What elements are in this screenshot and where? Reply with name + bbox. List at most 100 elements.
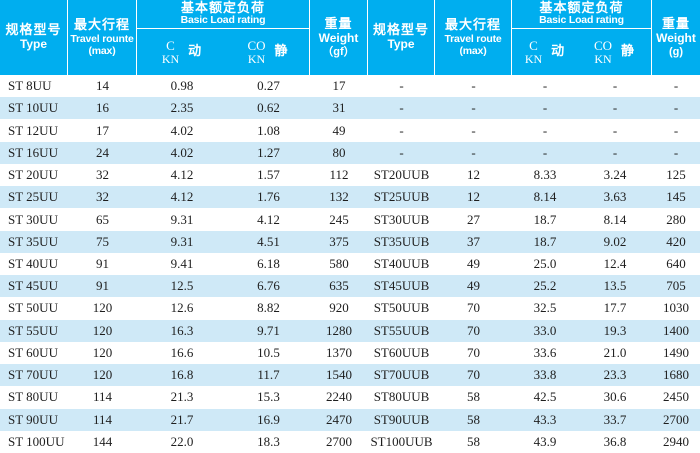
header-travel-zh: 最大行程 — [73, 16, 130, 32]
table-row: ST 35UU 75 9.31 4.51 375 — [0, 230, 368, 253]
cell-weight: 375 — [329, 233, 349, 249]
table-row: ST 45UU 91 12.5 6.76 635 — [0, 275, 368, 298]
cell-weight: 1280 — [326, 322, 352, 338]
cell-weight: 1540 — [326, 367, 352, 383]
header-travel-en: Travel rounte — [70, 32, 134, 45]
cell-load-co: 1.76 — [257, 189, 280, 205]
cell-load-co: 10.5 — [257, 344, 280, 360]
table-row: ST90UUB 58 43.3 33.7 2700 — [368, 408, 700, 431]
header-weight-right: 重量 Weight (g) — [652, 0, 700, 75]
header-load-group-left: 基本额定负荷 Basic Load rating C KN 动 CO — [137, 0, 310, 75]
cell-travel-max: - — [471, 122, 476, 138]
cell-weight: 420 — [666, 233, 686, 249]
cell-load-co: 3.24 — [603, 167, 627, 183]
cell-travel-max: 27 — [467, 211, 480, 227]
cell-type: ST35UUB — [373, 233, 430, 249]
cell-weight: 2700 — [663, 411, 689, 427]
cell-load-co: 21.0 — [603, 344, 627, 360]
header-type-en: Type — [19, 37, 48, 52]
header-travel-en: Travel route — [444, 32, 502, 45]
table-row: ST 25UU 32 4.12 1.76 132 — [0, 186, 368, 209]
cell-weight: 635 — [329, 278, 349, 294]
cell-load-c: 16.8 — [170, 367, 194, 383]
cell-weight: 125 — [666, 167, 686, 183]
table-row: ST30UUB 27 18.7 8.14 280 — [368, 208, 700, 231]
cell-type: ST 45UU — [8, 278, 58, 294]
cell-type: ST 10UU — [8, 100, 58, 116]
cell-load-co: 4.51 — [257, 233, 280, 249]
cell-travel-max: 70 — [467, 344, 480, 360]
cell-travel-max: 120 — [92, 367, 113, 383]
cell-type: ST20UUB — [373, 167, 430, 183]
cell-travel-max: 70 — [467, 322, 480, 338]
cell-type: ST 16UU — [8, 144, 58, 160]
header-weight-unit: （gf） — [322, 45, 355, 58]
header-travel-right: 最大行程 Travel route (max) — [435, 0, 512, 75]
cell-weight: 1680 — [663, 367, 689, 383]
cell-load-c: 9.31 — [170, 233, 194, 249]
co-mode-zh: 静 — [274, 42, 288, 58]
cell-load-co: 8.82 — [257, 300, 280, 316]
cell-weight: 2450 — [663, 389, 689, 405]
cell-load-co: 30.6 — [603, 389, 627, 405]
cell-load-co: 13.5 — [603, 278, 627, 294]
cell-travel-max: - — [471, 78, 476, 94]
table-row: ST60UUB 70 33.6 21.0 1490 — [368, 341, 700, 365]
header-load-title-right: 基本额定负荷 Basic Load rating — [512, 0, 651, 29]
header-load-group-right: 基本额定负荷 Basic Load rating C KN 动 CO — [512, 0, 652, 75]
cell-travel-max: 49 — [467, 278, 480, 294]
cell-load-c: 8.33 — [533, 167, 557, 183]
cell-travel-max: 144 — [92, 433, 113, 449]
table-body-right: - - - - - - - - - - - - - - - - - - - - ST20UUB 12 8.33 3.24 125… — [368, 75, 700, 453]
cell-load-c: 22.0 — [170, 433, 194, 449]
cell-type: ST 35UU — [8, 233, 58, 249]
header-weight-zh: 重量 — [661, 15, 690, 31]
cell-weight: - — [673, 100, 679, 116]
cell-type: ST 20UU — [8, 167, 58, 183]
cell-type: ST 80UU — [8, 389, 58, 405]
cell-load-c: 12.5 — [170, 278, 194, 294]
table-row: ----- — [368, 141, 700, 164]
cell-type: ST70UUB — [373, 367, 430, 383]
cell-load-c: 9.41 — [170, 255, 194, 271]
cell-type: ST 8UU — [8, 78, 52, 94]
cell-travel-max: 114 — [92, 389, 113, 405]
cell-load-c: 21.7 — [170, 411, 194, 427]
table-row: ST 70UU 120 16.8 11.7 1540 — [0, 364, 368, 387]
cell-type: ST50UUB — [373, 300, 430, 316]
cell-travel-max: 12 — [467, 189, 480, 205]
cell-load-c: 12.6 — [170, 300, 194, 316]
co-unit: KN — [247, 51, 266, 66]
header-load-en: Basic Load rating — [539, 14, 624, 27]
cell-load-co: 15.3 — [257, 389, 280, 405]
c-label: C — [166, 37, 175, 53]
header-load-title-left: 基本额定负荷 Basic Load rating — [137, 0, 309, 29]
cell-load-c: 18.7 — [533, 233, 557, 249]
cell-type: ST 70UU — [8, 367, 58, 383]
cell-type: ST 60UU — [8, 344, 58, 360]
cell-travel-max: 49 — [467, 255, 480, 271]
cell-load-co: 36.8 — [603, 433, 627, 449]
cell-type: ST100UUB — [370, 433, 433, 449]
cell-type: ST60UUB — [373, 344, 430, 360]
header-travel-left: 最大行程 Travel rounte (max) — [68, 0, 137, 75]
cell-type: ST 12UU — [8, 122, 58, 138]
header-travel-zh: 最大行程 — [444, 16, 501, 32]
cell-load-c: 43.9 — [533, 433, 557, 449]
cell-load-co: 0.27 — [257, 78, 280, 94]
cell-load-c: 43.3 — [533, 411, 557, 427]
cell-load-co: 1.27 — [257, 144, 280, 160]
table-row: ST20UUB 12 8.33 3.24 125 — [368, 163, 700, 187]
cell-weight: 2700 — [326, 433, 352, 449]
co-unit: KN — [594, 51, 612, 66]
cell-load-co: - — [612, 144, 618, 160]
table-row: ----- — [368, 97, 700, 120]
cell-load-c: 4.02 — [170, 122, 194, 138]
cell-load-c: 16.3 — [170, 322, 194, 338]
header-type-zh: 规格型号 — [5, 22, 62, 38]
co-label: CO — [247, 37, 266, 53]
cell-weight: 920 — [329, 300, 349, 316]
cell-load-co: 17.7 — [603, 300, 627, 316]
cell-load-c: - — [542, 144, 548, 160]
cell-load-co: 9.02 — [603, 233, 627, 249]
